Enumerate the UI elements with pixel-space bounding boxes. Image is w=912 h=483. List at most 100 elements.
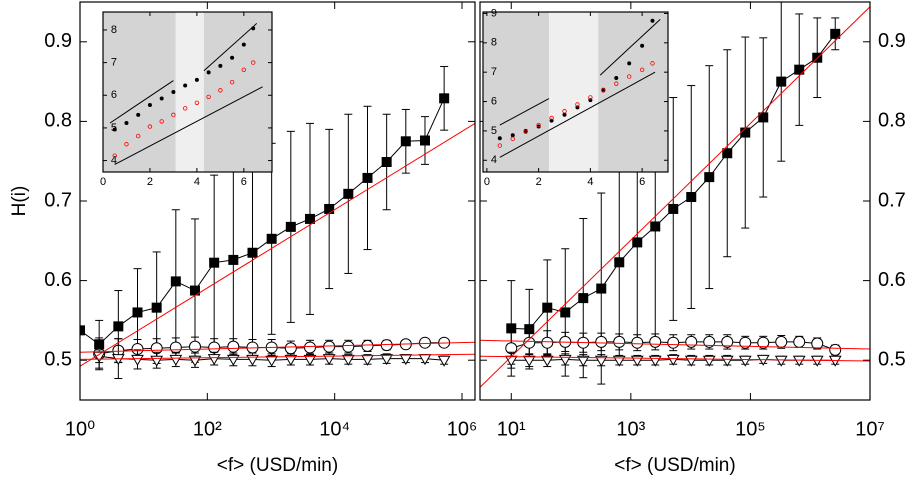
ring-marker	[194, 100, 200, 105]
dot-marker	[159, 96, 164, 101]
circle-marker	[649, 335, 662, 348]
triangle-marker	[810, 355, 824, 367]
ring-marker	[562, 109, 567, 114]
square-marker	[362, 172, 373, 183]
ring-marker	[159, 119, 164, 124]
circle-marker	[303, 341, 316, 354]
dot-marker	[614, 76, 619, 81]
circle-marker	[227, 340, 240, 353]
square-marker	[400, 136, 411, 147]
ring-marker	[136, 133, 141, 139]
y-tick-label: 4	[491, 154, 497, 166]
fit-line	[80, 122, 475, 367]
square-marker	[324, 203, 335, 214]
ring-marker	[251, 60, 256, 65]
circle-marker	[208, 341, 221, 354]
dot-marker	[218, 63, 223, 68]
plot-frame	[102, 11, 273, 173]
plot-frame	[479, 1, 871, 401]
circle-marker	[613, 335, 626, 348]
circle-marker	[775, 335, 788, 348]
square-marker	[650, 221, 661, 232]
ring-marker	[497, 143, 503, 148]
shaded-band	[175, 12, 204, 172]
x-tick-label: 0	[100, 176, 106, 188]
dot-marker	[562, 112, 567, 117]
ring-marker	[147, 124, 153, 129]
y-tick-label: 0.8	[878, 110, 906, 132]
circle-marker	[595, 335, 608, 348]
y-tick-label: 8	[111, 24, 117, 36]
square-marker	[132, 307, 143, 318]
plot-frame	[482, 11, 669, 173]
square-marker	[740, 127, 751, 138]
x-tick-label: 10¹	[497, 418, 526, 440]
x-tick-label: 10⁵	[735, 418, 766, 440]
y-tick-label: 5	[491, 125, 497, 137]
fit-line	[480, 355, 870, 362]
y-tick-label: 7	[111, 57, 117, 69]
shaded-band	[548, 12, 599, 172]
triangle-marker	[207, 354, 221, 366]
y-tick-label: 0.5	[44, 348, 72, 370]
square-marker	[686, 192, 697, 203]
dot-marker	[194, 77, 199, 82]
ring-marker	[206, 94, 211, 100]
fit-line	[480, 339, 870, 350]
circle-marker	[188, 340, 201, 353]
circle-marker	[757, 336, 770, 349]
triangle-marker	[437, 355, 451, 367]
square-marker	[170, 276, 181, 287]
triangle-marker	[612, 355, 626, 367]
square-marker	[228, 254, 239, 265]
circle-marker	[284, 342, 297, 355]
circle-marker	[811, 337, 824, 350]
x-tick-label: 4	[194, 176, 200, 188]
square-marker	[247, 247, 258, 258]
circle-marker	[667, 336, 680, 349]
y-tick-label: 0.6	[44, 269, 72, 291]
square-marker	[381, 156, 392, 167]
shaded-band	[598, 12, 668, 172]
square-marker	[632, 237, 643, 248]
ring-marker	[229, 80, 235, 85]
circle-marker	[523, 336, 536, 349]
dot-marker	[650, 18, 655, 23]
square-marker	[524, 324, 535, 335]
dot-marker	[124, 121, 129, 126]
x-tick-label: 10³	[616, 418, 645, 440]
circle-marker	[418, 336, 431, 349]
circle-marker	[829, 343, 842, 356]
ring-marker	[639, 67, 645, 73]
x-tick-label: 2	[536, 176, 542, 188]
circle-marker	[361, 339, 374, 352]
square-marker	[266, 233, 277, 244]
x-tick-label: 6	[241, 176, 247, 188]
x-axis-label: <f> (USD/min)	[217, 455, 338, 476]
square-marker	[668, 203, 679, 214]
fit-line	[499, 98, 550, 126]
dot-marker	[183, 83, 188, 88]
y-tick-label: 0.9	[878, 30, 906, 52]
fit-line	[203, 23, 258, 72]
dot-marker	[112, 127, 117, 132]
fit-line	[499, 71, 656, 158]
fit-line	[80, 353, 475, 360]
x-tick-label: 10⁰	[65, 418, 95, 440]
y-tick-label: 9	[491, 7, 497, 19]
ring-marker	[241, 67, 247, 72]
dot-marker	[510, 133, 515, 138]
fit-line	[114, 86, 263, 165]
dot-marker	[241, 42, 246, 47]
square-marker	[578, 293, 589, 304]
square-marker	[506, 323, 517, 334]
square-marker	[830, 28, 841, 39]
y-tick-label: 0.9	[44, 30, 72, 52]
circle-marker	[169, 341, 182, 354]
y-tick-label: 7	[491, 66, 497, 78]
fit-line	[480, 6, 870, 388]
square-marker	[80, 325, 85, 336]
square-marker	[758, 112, 769, 123]
square-marker	[542, 302, 553, 313]
